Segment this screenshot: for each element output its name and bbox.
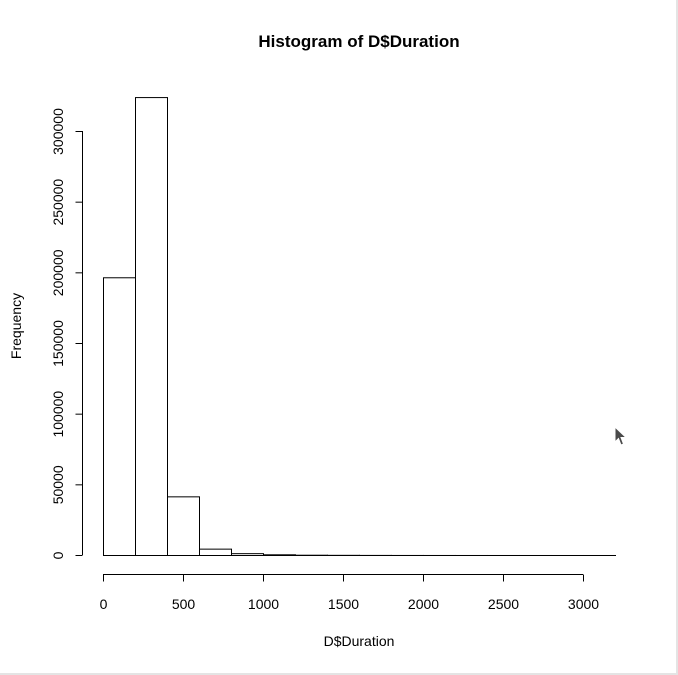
chart-title: Histogram of D$Duration (258, 32, 459, 51)
x-tick-label: 1500 (328, 596, 359, 612)
x-axis-label: D$Duration (324, 633, 395, 649)
x-tick-label: 2000 (408, 596, 439, 612)
histogram-bar (167, 496, 200, 557)
y-tick-label: 300000 (50, 108, 66, 155)
y-tick-label: 150000 (50, 320, 66, 367)
y-tick-label: 200000 (50, 249, 66, 296)
x-tick-label: 2500 (488, 596, 519, 612)
histogram-bar (199, 548, 232, 557)
x-tick-label: 1000 (248, 596, 279, 612)
histogram-bar (231, 553, 264, 556)
y-tick-label: 0 (50, 551, 66, 559)
x-tick-label: 500 (172, 596, 196, 612)
histogram-bar (103, 277, 136, 556)
x-tick-label: 3000 (568, 596, 599, 612)
y-tick-label: 100000 (50, 391, 66, 438)
y-tick-label: 50000 (50, 465, 66, 504)
x-tick-label: 0 (100, 596, 108, 612)
y-tick-label: 250000 (50, 179, 66, 226)
y-axis-label: Frequency (8, 293, 24, 359)
histogram-bars (103, 97, 616, 557)
histogram-bar (135, 97, 168, 557)
y-axis: 0 50000 100000 150000 200000 250000 300000 (50, 108, 83, 559)
mouse-pointer-icon (614, 426, 628, 446)
x-axis: 0 500 1000 1500 2000 2500 3000 (100, 574, 599, 612)
histogram-bar (263, 554, 296, 557)
